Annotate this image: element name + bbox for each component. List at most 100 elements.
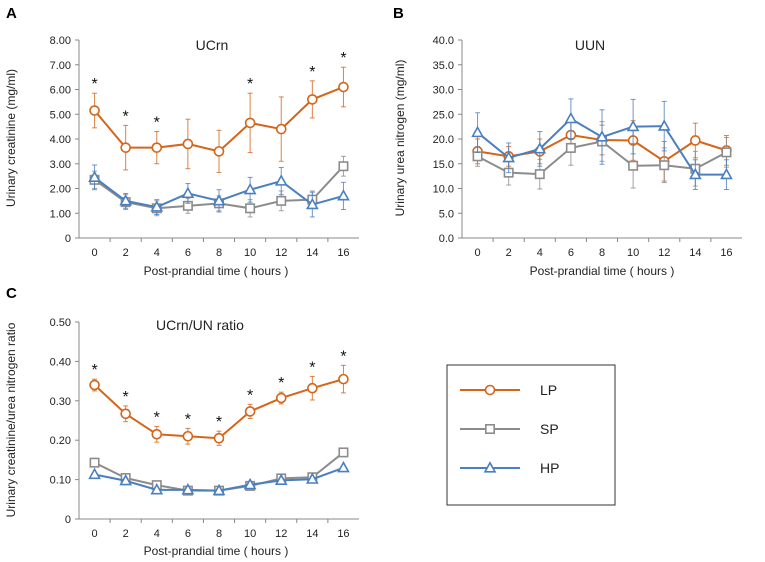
panel-letter-c: C <box>6 285 17 302</box>
panel-b-xtick-label: 16 <box>720 247 732 259</box>
panel-c-point-lp <box>213 432 225 444</box>
panel-a-xtick-label: 16 <box>337 247 349 259</box>
panel-c-ytick-label: 0.20 <box>50 435 71 447</box>
panel-c-significance-star: * <box>278 375 284 392</box>
panel-a-point-lp <box>244 117 256 129</box>
panel-a-point-lp <box>182 138 194 150</box>
panel-b-point-hp <box>626 119 640 132</box>
panel-b-ylabel: Urinary urea nitrogen (mg/ml) <box>393 60 407 217</box>
panel-c-series-lp <box>89 364 349 446</box>
panel-a-significance-star: * <box>340 50 346 67</box>
panel-a-point-sp <box>276 195 287 206</box>
panel-c-xtick-label: 16 <box>337 528 349 540</box>
panel-b-chart: UUN Post-prandial time ( hours ) Urinary… <box>393 35 742 278</box>
panel-c-significance-star: * <box>91 362 97 379</box>
panel-c-point-lp <box>120 408 131 420</box>
panel-b-point-hp <box>502 150 516 163</box>
panel-b-ytick-label: 10.0 <box>433 184 454 196</box>
panel-b-ytick-label: 30.0 <box>433 85 454 97</box>
panel-c-xtick-label: 4 <box>154 528 160 540</box>
panel-c-ytick-label: 0.30 <box>50 396 71 408</box>
panel-a-point-lp <box>275 123 287 135</box>
panel-a-ytick-label: 7.00 <box>50 60 71 72</box>
legend-item-lp: LP <box>460 382 557 398</box>
panel-a-point-lp <box>89 105 100 116</box>
panel-c-significance-star: * <box>185 411 191 428</box>
panel-b-point-hp <box>471 125 484 138</box>
panel-a-ytick-label: 8.00 <box>50 35 71 47</box>
panel-a-xtick-label: 2 <box>123 247 129 259</box>
panel-a-point-lp <box>120 142 131 153</box>
panel-a-xtick-label: 8 <box>216 247 222 259</box>
panel-a-point-hp <box>150 200 164 212</box>
panel-b-xtick-label: 4 <box>537 247 543 259</box>
panel-c-ylabel: Urinary creatinine/urea nitrogen ratio <box>4 322 18 517</box>
panel-c-ytick-label: 0.50 <box>50 317 71 329</box>
panel-a-xtick-label: 4 <box>154 247 160 259</box>
panel-a-significance-star: * <box>309 64 315 81</box>
panel-c-point-lp <box>89 379 100 391</box>
legend-marker-sp <box>484 423 495 434</box>
panel-a-significance-star: * <box>247 76 253 93</box>
panel-c-title: UCrn/UN ratio <box>156 317 244 333</box>
panel-c-significance-star: * <box>154 409 160 426</box>
panel-c-xtick-label: 6 <box>185 528 191 540</box>
panel-c-point-lp <box>182 430 194 442</box>
panel-a-xtick-label: 10 <box>244 247 256 259</box>
panel-a-point-hp <box>181 186 195 199</box>
panel-a-xtick-label: 12 <box>275 247 287 259</box>
panel-b-xtick-label: 2 <box>506 247 512 259</box>
panel-a-series-hp <box>88 164 350 218</box>
panel-c-point-hp <box>181 482 195 495</box>
panel-c-series-hp <box>88 460 350 496</box>
panel-a-point-hp <box>337 189 350 201</box>
panel-a-point-hp <box>274 174 288 186</box>
panel-c-significance-star: * <box>247 387 253 404</box>
panel-c-xtick-label: 10 <box>244 528 256 540</box>
panel-a-ytick-label: 4.00 <box>50 134 71 146</box>
legend-marker-hp <box>483 461 497 473</box>
panel-c-xtick-label: 12 <box>275 528 287 540</box>
panel-c-point-lp <box>244 406 256 417</box>
panel-c-ytick-label: 0 <box>65 514 71 526</box>
legend-label-hp: HP <box>540 460 559 476</box>
panel-a-series-lp <box>89 66 349 173</box>
panel-b-point-sp <box>628 160 639 171</box>
panel-a-point-hp <box>119 194 133 206</box>
panel-a-title: UCrn <box>196 37 229 53</box>
legend-label-sp: SP <box>540 421 559 437</box>
panel-c-chart: UCrn/UN ratio Post-prandial time ( hours… <box>4 317 359 558</box>
panel-a-ylabel: Urinary creatinine (mg/ml) <box>4 69 18 207</box>
panel-a-ytick-label: 5.00 <box>50 109 71 121</box>
panel-a-point-sp <box>338 161 349 172</box>
panel-c-point-lp <box>275 392 287 404</box>
panel-a-ytick-label: 1.00 <box>50 208 71 220</box>
panel-a-ytick-label: 6.00 <box>50 85 71 97</box>
panel-c-point-hp <box>212 483 226 496</box>
panel-a-point-hp <box>212 194 226 206</box>
panel-c-point-hp <box>305 472 319 484</box>
panel-c-point-sp <box>338 447 349 458</box>
panel-c-significance-star: * <box>309 359 315 376</box>
panel-c-significance-star: * <box>216 414 222 431</box>
panel-letter-b: B <box>393 5 404 22</box>
panel-b-point-hp <box>533 142 547 154</box>
panel-b-point-hp <box>657 119 671 131</box>
panel-a-point-sp <box>245 203 256 214</box>
panel-c-point-hp <box>274 473 288 485</box>
panel-a-point-hp <box>88 170 101 182</box>
panel-a-point-lp <box>307 94 318 105</box>
panel-c-point-hp <box>119 473 133 486</box>
panel-c-xlabel: Post-prandial time ( hours ) <box>144 544 289 558</box>
panel-a-ytick-label: 2.00 <box>50 184 71 196</box>
panel-c-xtick-label: 0 <box>91 528 97 540</box>
panel-c-point-sp <box>89 457 100 468</box>
panel-b-xtick-label: 6 <box>568 247 574 259</box>
panel-b-xtick-label: 12 <box>658 247 670 259</box>
legend: LP SP HP <box>446 364 616 506</box>
panel-b-point-hp <box>595 130 609 142</box>
panel-c-ytick-label: 0.40 <box>50 356 71 368</box>
panel-b-point-hp <box>688 167 702 180</box>
panel-c-point-hp <box>88 467 101 480</box>
panel-b-ytick-label: 0.0 <box>439 233 454 245</box>
